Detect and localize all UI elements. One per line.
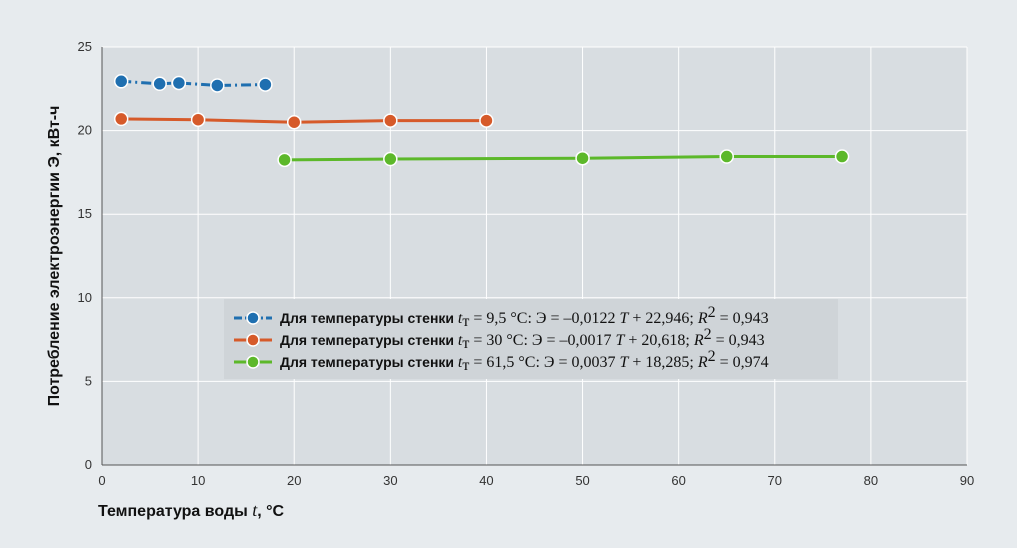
y-tick-label: 10 bbox=[78, 290, 92, 305]
legend-swatch-marker bbox=[246, 355, 260, 369]
legend: Для температуры стенки tт = 9,5 °С: Э = … bbox=[224, 299, 838, 379]
data-point bbox=[383, 113, 398, 128]
legend-text-part: T bbox=[616, 332, 626, 349]
series-1 bbox=[113, 74, 273, 93]
data-point bbox=[113, 74, 129, 89]
x-tick-label: 60 bbox=[671, 473, 685, 488]
series-line bbox=[121, 79, 266, 87]
x-tick-label: 90 bbox=[960, 473, 974, 488]
x-tick-label: 40 bbox=[479, 473, 493, 488]
legend-text-part: 2 bbox=[704, 326, 712, 343]
legend-text-part: = 30 °С: Э = –0,0017 bbox=[469, 332, 615, 349]
legend-label: Для температуры стенки tт = 61,5 °С: Э =… bbox=[280, 348, 769, 374]
legend-text-part: + 20,618; bbox=[624, 332, 693, 349]
y-tick-label: 25 bbox=[78, 39, 92, 54]
data-point bbox=[479, 113, 494, 128]
x-tick-label: 50 bbox=[575, 473, 589, 488]
data-point bbox=[575, 150, 590, 166]
data-point bbox=[383, 151, 398, 167]
x-axis-title-unit: , °C bbox=[257, 503, 284, 520]
legend-text-part: t bbox=[458, 310, 463, 327]
data-point bbox=[719, 149, 734, 164]
legend-text-part: Для температуры стенки bbox=[280, 310, 458, 326]
y-tick-label: 15 bbox=[78, 206, 92, 221]
legend-text-part: + 18,285; bbox=[628, 354, 697, 371]
legend-item: Для температуры стенки tт = 61,5 °С: Э =… bbox=[234, 348, 769, 374]
legend-swatch-marker bbox=[246, 333, 260, 347]
series-2 bbox=[113, 111, 494, 130]
legend-label: Для температуры стенки tт = 30 °С: Э = –… bbox=[280, 326, 765, 352]
legend-text-part: R bbox=[693, 332, 704, 349]
x-tick-label: 10 bbox=[191, 473, 205, 488]
x-tick-label: 70 bbox=[768, 473, 782, 488]
legend-text-part: t bbox=[458, 354, 463, 371]
data-point bbox=[210, 78, 225, 93]
legend-label: Для температуры стенки tт = 9,5 °С: Э = … bbox=[280, 304, 769, 330]
legend-text-part: Для температуры стенки bbox=[280, 354, 458, 370]
legend-text-part: R bbox=[697, 310, 708, 327]
legend-item: Для температуры стенки tт = 30 °С: Э = –… bbox=[234, 326, 765, 352]
x-axis-title-var: t bbox=[252, 500, 258, 520]
data-point bbox=[190, 112, 206, 127]
data-point bbox=[834, 149, 850, 164]
y-tick-label: 5 bbox=[85, 373, 92, 388]
data-point bbox=[152, 76, 167, 92]
legend-items: Для температуры стенки tт = 9,5 °С: Э = … bbox=[234, 304, 769, 374]
legend-text-part: 2 bbox=[708, 348, 716, 365]
y-axis-title: Потребление электроэнергии Э, кВт-ч bbox=[46, 106, 63, 407]
legend-text-part: 2 bbox=[708, 304, 716, 321]
x-axis-title: Температура воды t, °C bbox=[98, 500, 285, 520]
x-tick-label: 30 bbox=[383, 473, 397, 488]
legend-text-part: т bbox=[462, 357, 469, 374]
data-point bbox=[277, 152, 292, 168]
legend-text-part: R bbox=[697, 354, 708, 371]
x-tick-label: 0 bbox=[98, 473, 105, 488]
legend-text-part: T bbox=[620, 354, 630, 371]
legend-text-part: = 0,943 bbox=[712, 332, 765, 349]
data-point bbox=[286, 114, 302, 130]
legend-box bbox=[224, 299, 838, 379]
x-axis-title-text: Температура воды bbox=[98, 503, 252, 520]
legend-text-part: T bbox=[620, 310, 630, 327]
legend-text-part: = 0,943 bbox=[716, 310, 769, 327]
series-layer bbox=[113, 74, 850, 168]
data-point bbox=[171, 75, 187, 91]
legend-text-part: t bbox=[458, 332, 463, 349]
legend-item: Для температуры стенки tт = 9,5 °С: Э = … bbox=[234, 304, 769, 330]
tick-labels: 0 10 20 30 40 50 60 70 80 90 0 5 10 15 20 25 bbox=[78, 39, 975, 488]
legend-text-part: + 22,946; bbox=[628, 310, 697, 327]
legend-text-part: = 0,974 bbox=[716, 354, 769, 371]
legend-text-part: Для температуры стенки bbox=[280, 332, 458, 348]
legend-text-part: т bbox=[462, 335, 469, 352]
x-tick-label: 80 bbox=[864, 473, 878, 488]
series-3 bbox=[277, 149, 850, 168]
data-point bbox=[258, 77, 273, 92]
x-tick-label: 20 bbox=[287, 473, 301, 488]
data-point bbox=[113, 111, 129, 127]
y-tick-label: 20 bbox=[78, 123, 92, 138]
legend-text-part: = 9,5 °С: Э = –0,0122 bbox=[469, 310, 619, 327]
y-tick-label: 0 bbox=[85, 457, 92, 472]
plot-area bbox=[102, 47, 967, 465]
legend-text-part: = 61,5 °С: Э = 0,0037 bbox=[469, 354, 619, 371]
legend-swatch-marker bbox=[246, 311, 260, 325]
legend-text-part: т bbox=[462, 313, 469, 330]
